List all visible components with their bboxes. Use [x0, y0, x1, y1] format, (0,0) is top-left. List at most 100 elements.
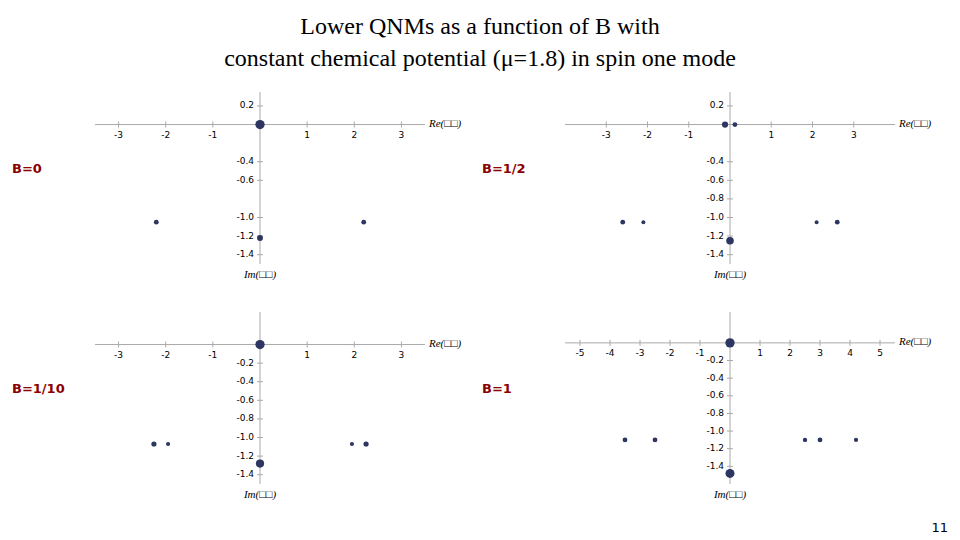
x-tick — [165, 122, 166, 128]
x-tick-label: 3 — [399, 130, 405, 140]
point — [653, 437, 658, 442]
x-tick — [354, 342, 355, 348]
x-tick — [820, 340, 821, 346]
x-tick — [212, 342, 213, 348]
y-tick — [727, 105, 733, 106]
point — [722, 121, 728, 127]
point — [151, 441, 156, 446]
point — [835, 220, 840, 225]
point — [854, 438, 858, 442]
x-axis-label: Re(□□) — [898, 117, 932, 130]
y-tick-label: -1.0 — [236, 432, 254, 442]
y-tick — [727, 431, 733, 432]
x-tick — [165, 342, 166, 348]
subtitle: constant chemical potential (μ=1.8) in s… — [224, 45, 736, 71]
x-tick-label: -3 — [636, 348, 645, 358]
y-tick — [727, 466, 733, 467]
y-tick — [727, 254, 733, 255]
point — [803, 438, 807, 442]
y-tick — [727, 180, 733, 181]
x-tick — [401, 122, 402, 128]
x-tick-label: -5 — [576, 348, 585, 358]
x-tick — [647, 122, 648, 128]
x-tick-label: 3 — [817, 348, 823, 358]
y-tick — [727, 161, 733, 162]
panel: B=1-5-4-3-2-112345-0.2-0.4-0.6-0.8-1.0-1… — [482, 312, 932, 501]
y-tick-label: -0.4 — [706, 373, 724, 383]
title: Lower QNMs as a function of B with — [300, 13, 659, 39]
y-tick-label: -0.6 — [236, 395, 254, 405]
y-axis-label: Im(□□) — [243, 268, 277, 281]
points — [623, 338, 858, 478]
y-tick-label: -0.4 — [236, 156, 254, 166]
x-tick-label: 2 — [351, 350, 357, 360]
points — [620, 121, 839, 244]
points — [151, 340, 368, 468]
y-tick — [727, 413, 733, 414]
x-tick-label: 2 — [810, 130, 816, 140]
x-tick — [790, 340, 791, 346]
x-tick — [307, 342, 308, 348]
x-tick-label: -1 — [208, 350, 217, 360]
y-tick — [727, 360, 733, 361]
point — [255, 120, 264, 129]
x-tick-label: -4 — [606, 348, 615, 358]
x-tick — [771, 122, 772, 128]
x-tick — [580, 340, 581, 346]
point — [725, 338, 734, 347]
y-axis-line — [730, 312, 731, 484]
y-tick — [257, 105, 263, 106]
point — [350, 442, 354, 446]
y-tick-label: -1.0 — [706, 426, 724, 436]
y-tick — [727, 217, 733, 218]
x-tick-label: -3 — [114, 350, 123, 360]
x-tick-label: 2 — [787, 348, 793, 358]
y-tick-label: -1.4 — [236, 249, 254, 259]
y-tick-label: -1.4 — [706, 461, 724, 471]
y-tick-label: -0.6 — [236, 175, 254, 185]
x-tick — [880, 340, 881, 346]
x-tick-label: 1 — [768, 130, 774, 140]
y-tick — [257, 217, 263, 218]
x-tick-label: 3 — [851, 130, 857, 140]
chart-root: Lower QNMs as a function of B with consta… — [0, 0, 960, 540]
y-tick-label: -1.0 — [706, 212, 724, 222]
panel-label: B=1/2 — [482, 161, 526, 176]
x-tick — [853, 122, 854, 128]
y-tick — [727, 236, 733, 237]
y-tick-label: -1.2 — [236, 231, 254, 241]
x-tick-label: 4 — [847, 348, 853, 358]
y-tick — [257, 381, 263, 382]
x-tick — [610, 340, 611, 346]
x-tick — [118, 342, 119, 348]
y-tick-label: -1.2 — [706, 443, 724, 453]
panel: B=1/2-3-2-11230.2-0.4-0.6-0.8-1.0-1.2-1.… — [482, 92, 932, 281]
x-tick-label: 1 — [304, 350, 310, 360]
point — [154, 220, 159, 225]
y-tick — [257, 474, 263, 475]
point — [641, 220, 645, 224]
y-axis-line — [260, 312, 261, 484]
y-tick — [257, 180, 263, 181]
y-tick-label: -0.2 — [236, 358, 254, 368]
y-tick — [257, 254, 263, 255]
y-tick-label: -0.6 — [706, 390, 724, 400]
x-tick — [354, 122, 355, 128]
x-tick-label: -3 — [114, 130, 123, 140]
point — [257, 235, 263, 241]
point — [255, 340, 264, 349]
y-tick-label: -1.0 — [236, 212, 254, 222]
x-tick-label: -1 — [684, 130, 693, 140]
point — [623, 437, 628, 442]
point — [363, 441, 368, 446]
y-tick-label: -1.2 — [706, 231, 724, 241]
x-axis-label: Re(□□) — [428, 117, 462, 130]
y-tick-label: -0.6 — [706, 175, 724, 185]
panel-label: B=1/10 — [12, 381, 65, 396]
point — [725, 469, 734, 478]
x-tick-label: 5 — [877, 348, 883, 358]
x-tick — [307, 122, 308, 128]
x-tick — [760, 340, 761, 346]
y-tick — [257, 363, 263, 364]
point — [166, 442, 170, 446]
